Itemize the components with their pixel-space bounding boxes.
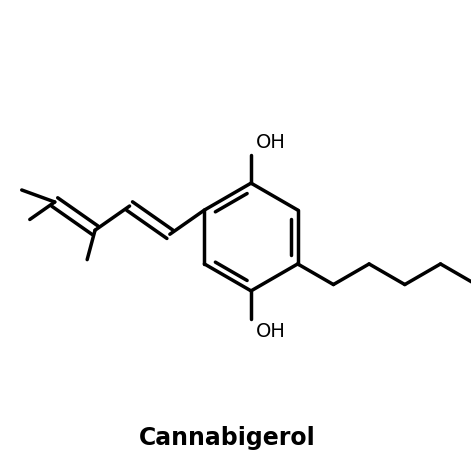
Text: OH: OH bbox=[256, 322, 286, 341]
Text: OH: OH bbox=[256, 133, 286, 152]
Text: Cannabigerol: Cannabigerol bbox=[139, 427, 316, 450]
